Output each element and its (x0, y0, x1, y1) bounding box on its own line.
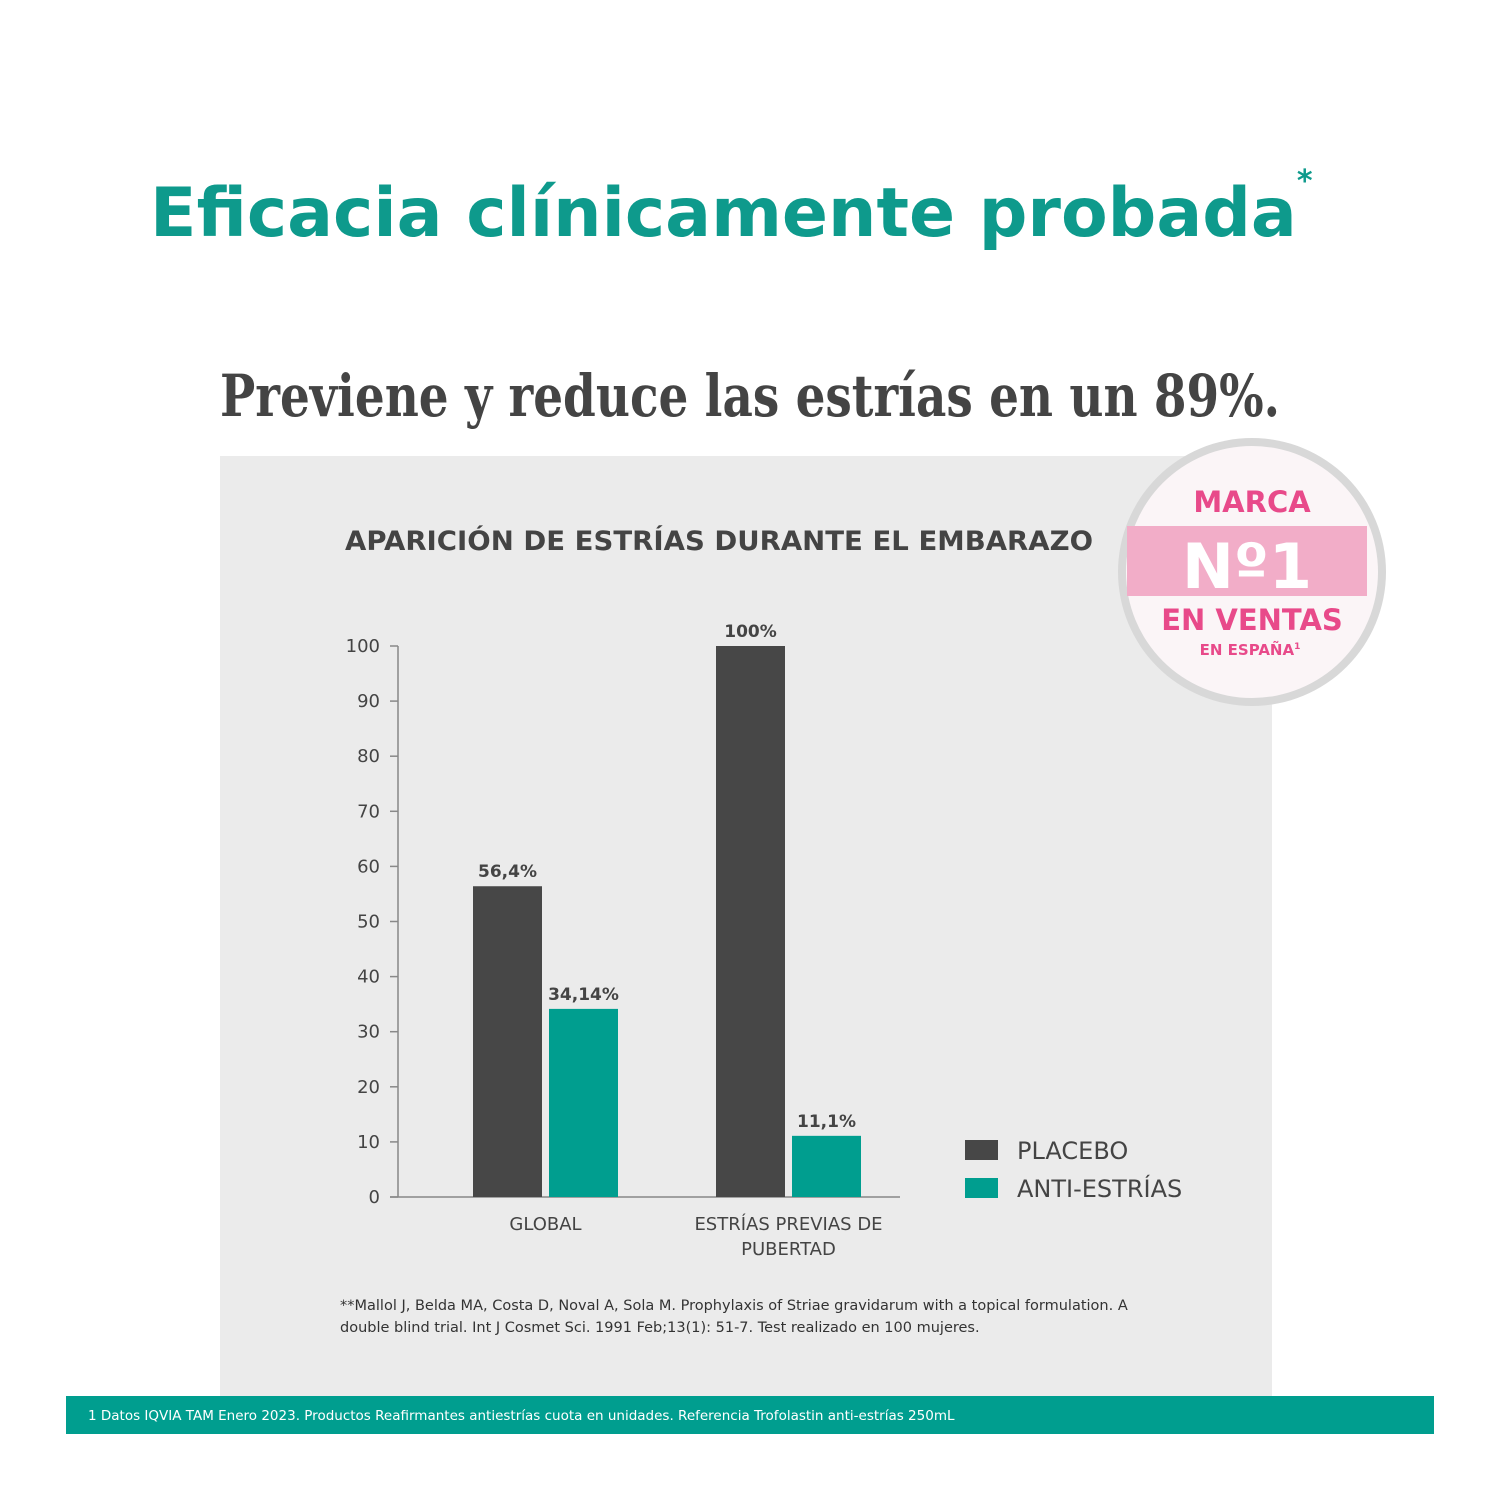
legend-swatch (965, 1178, 998, 1198)
y-tick-label: 30 (357, 1022, 380, 1043)
footer-text: 1 Datos IQVIA TAM Enero 2023. Productos … (88, 1408, 955, 1424)
page-title: Eficacia clínicamente probada* (150, 164, 1313, 253)
legend-swatch (965, 1140, 998, 1160)
badge-text: EN ESPAÑA (1200, 640, 1295, 659)
value-label: 56,4% (478, 862, 537, 882)
footnote-box: **Mallol J, Belda MA, Costa D, Noval A, … (340, 1298, 1128, 1336)
y-tick-label: 70 (357, 801, 380, 822)
x-tick-label: ESTRÍAS PREVIAS DE PUBERTAD (694, 1214, 883, 1260)
x-tick-label-box: GLOBAL (509, 1214, 582, 1235)
badge-line: Nº1 (1182, 530, 1312, 603)
value-label: 11,1% (797, 1112, 856, 1132)
footer-bar (66, 1396, 1434, 1434)
y-tick-label: 60 (357, 856, 380, 877)
badge: MARCA Nº1 EN VENTAS EN ESPAÑA1 (1118, 438, 1386, 706)
x-tick-label-box: ESTRÍAS PREVIAS DE PUBERTAD (694, 1214, 883, 1260)
value-label: 34,14% (548, 985, 619, 1005)
y-tick-label: 50 (357, 912, 380, 933)
y-tick-label: 0 (369, 1187, 380, 1208)
y-tick-label: 90 (357, 691, 380, 712)
badge-line: MARCA (1193, 485, 1311, 519)
y-tick-label: 80 (357, 746, 380, 767)
badge-line: EN VENTAS (1161, 603, 1343, 637)
y-tick-label: 100 (346, 636, 380, 657)
chart-title: APARICIÓN DE ESTRÍAS DURANTE EL EMBARAZO (345, 525, 1093, 557)
title-mark: * (1297, 164, 1313, 199)
x-tick-label: GLOBAL (509, 1214, 582, 1235)
bar (473, 886, 542, 1197)
badge-band (1127, 526, 1367, 596)
y-tick-label: 10 (357, 1132, 380, 1153)
bar (792, 1135, 861, 1197)
legend-label: ANTI-ESTRÍAS (1017, 1174, 1182, 1203)
badge-line: EN ESPAÑA1 (1200, 640, 1301, 659)
legend-label: PLACEBO (1017, 1137, 1128, 1165)
value-label: 100% (724, 622, 777, 642)
title-text: Eficacia clínicamente probada (150, 174, 1297, 253)
plot: 0 10 20 30 40 50 60 70 80 90 100 GLOBAL 56,4% 34,14% E… (346, 622, 1183, 1260)
footnote: **Mallol J, Belda MA, Costa D, Noval A, … (340, 1298, 1128, 1336)
badge-mark: 1 (1294, 642, 1300, 652)
y-tick-label: 20 (357, 1077, 380, 1098)
bar (549, 1008, 618, 1197)
y-tick-label: 40 (357, 967, 380, 988)
bar (716, 646, 785, 1197)
subtitle: Previene y reduce las estrías en un 89%. (220, 362, 1280, 430)
